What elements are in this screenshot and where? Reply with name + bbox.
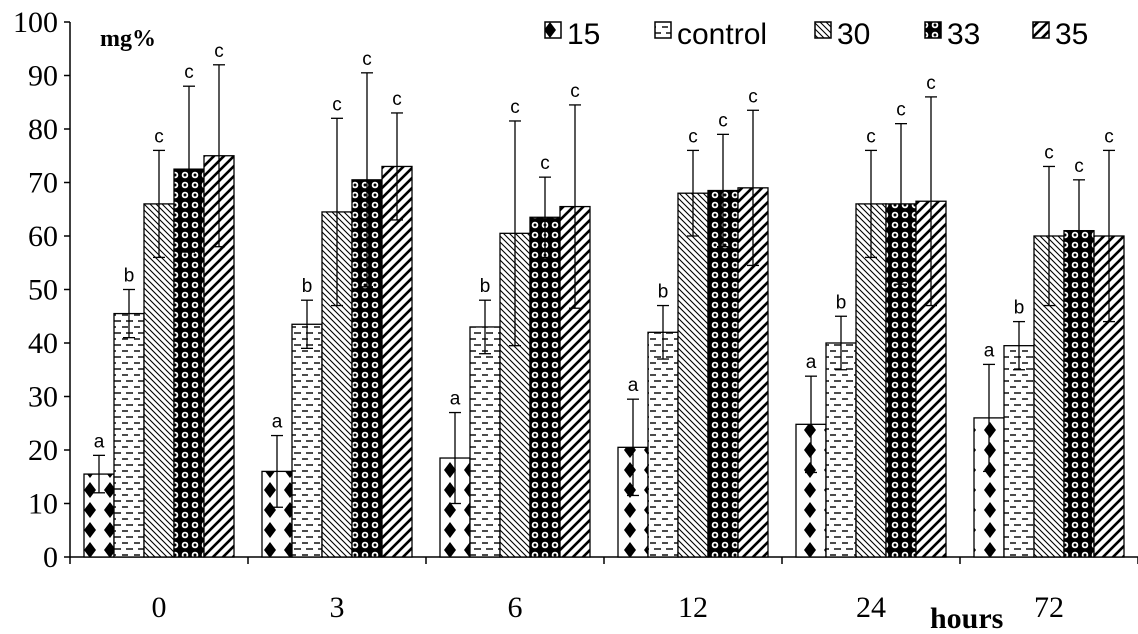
y-tick-label: 10 — [28, 488, 58, 521]
significance-label: c — [332, 94, 342, 115]
x-axis-label: hours — [930, 602, 1003, 634]
y-tick-label: 80 — [28, 113, 58, 146]
legend-swatch — [924, 21, 942, 39]
significance-label: a — [272, 412, 283, 433]
y-tick-label: 100 — [13, 6, 58, 39]
bar — [291, 323, 323, 558]
y-tick-label: 50 — [28, 274, 58, 307]
bar — [143, 203, 175, 558]
significance-label: c — [362, 49, 372, 70]
significance-label: c — [214, 41, 224, 62]
significance-label: c — [896, 100, 906, 121]
x-tick-label: 72 — [1034, 591, 1064, 624]
significance-label: b — [836, 292, 847, 313]
significance-label: c — [540, 153, 550, 174]
significance-label: c — [748, 86, 758, 107]
y-axis-label: mg% — [100, 26, 156, 52]
legend-swatch — [544, 21, 562, 39]
bar — [825, 342, 857, 558]
significance-label: a — [806, 352, 817, 373]
significance-label: b — [302, 276, 313, 297]
bar — [529, 216, 561, 558]
legend-label: 35 — [1055, 18, 1088, 51]
significance-label: b — [658, 282, 669, 303]
bar — [113, 312, 145, 558]
bar — [677, 192, 709, 558]
significance-label: a — [628, 375, 639, 396]
y-tick-label: 30 — [28, 381, 58, 414]
significance-label: b — [480, 276, 491, 297]
y-tick-label: 20 — [28, 434, 58, 467]
legend-swatch — [654, 21, 672, 39]
legend: 15 control 30 33 35 — [544, 18, 1088, 51]
bar — [1003, 345, 1035, 558]
x-tick-label: 3 — [330, 591, 345, 624]
legend-label: 33 — [947, 18, 980, 51]
legend-label: 15 — [567, 18, 600, 51]
x-tick-label: 6 — [508, 591, 523, 624]
significance-label: a — [450, 389, 461, 410]
legend-label: 30 — [837, 18, 870, 51]
legend-label: control — [677, 18, 767, 51]
significance-label: a — [94, 431, 105, 452]
significance-label: c — [866, 126, 876, 147]
significance-label: b — [124, 266, 135, 287]
legend-swatch — [814, 21, 832, 39]
y-tick-label: 70 — [28, 167, 58, 200]
significance-label: b — [1014, 298, 1025, 319]
significance-label: c — [510, 97, 520, 118]
legend-swatch — [1032, 21, 1050, 39]
bar — [707, 189, 739, 558]
significance-label: c — [184, 62, 194, 83]
significance-label: c — [926, 73, 936, 94]
significance-label: c — [1104, 126, 1114, 147]
bar — [469, 326, 501, 558]
significance-label: c — [688, 126, 698, 147]
y-tick-label: 40 — [28, 327, 58, 360]
x-tick-label: 24 — [856, 591, 886, 624]
significance-label: c — [718, 110, 728, 131]
x-tick-label: 0 — [152, 591, 167, 624]
significance-label: a — [984, 340, 995, 361]
significance-label: c — [154, 126, 164, 147]
significance-label: c — [1074, 156, 1084, 177]
significance-label: c — [1044, 142, 1054, 163]
bar — [647, 331, 679, 558]
bar — [1063, 229, 1095, 558]
bar — [439, 457, 471, 558]
axes: 0 10 20 30 40 50 60 70 80 90 100 0 3 6 12 24 72 — [13, 6, 1138, 624]
y-tick-label: 60 — [28, 220, 58, 253]
bar — [381, 165, 413, 558]
x-tick-label: 12 — [678, 591, 708, 624]
y-tick-label: 0 — [43, 541, 58, 574]
significance-label: c — [570, 81, 580, 102]
y-tick-label: 90 — [28, 60, 58, 93]
significance-label: c — [392, 89, 402, 110]
